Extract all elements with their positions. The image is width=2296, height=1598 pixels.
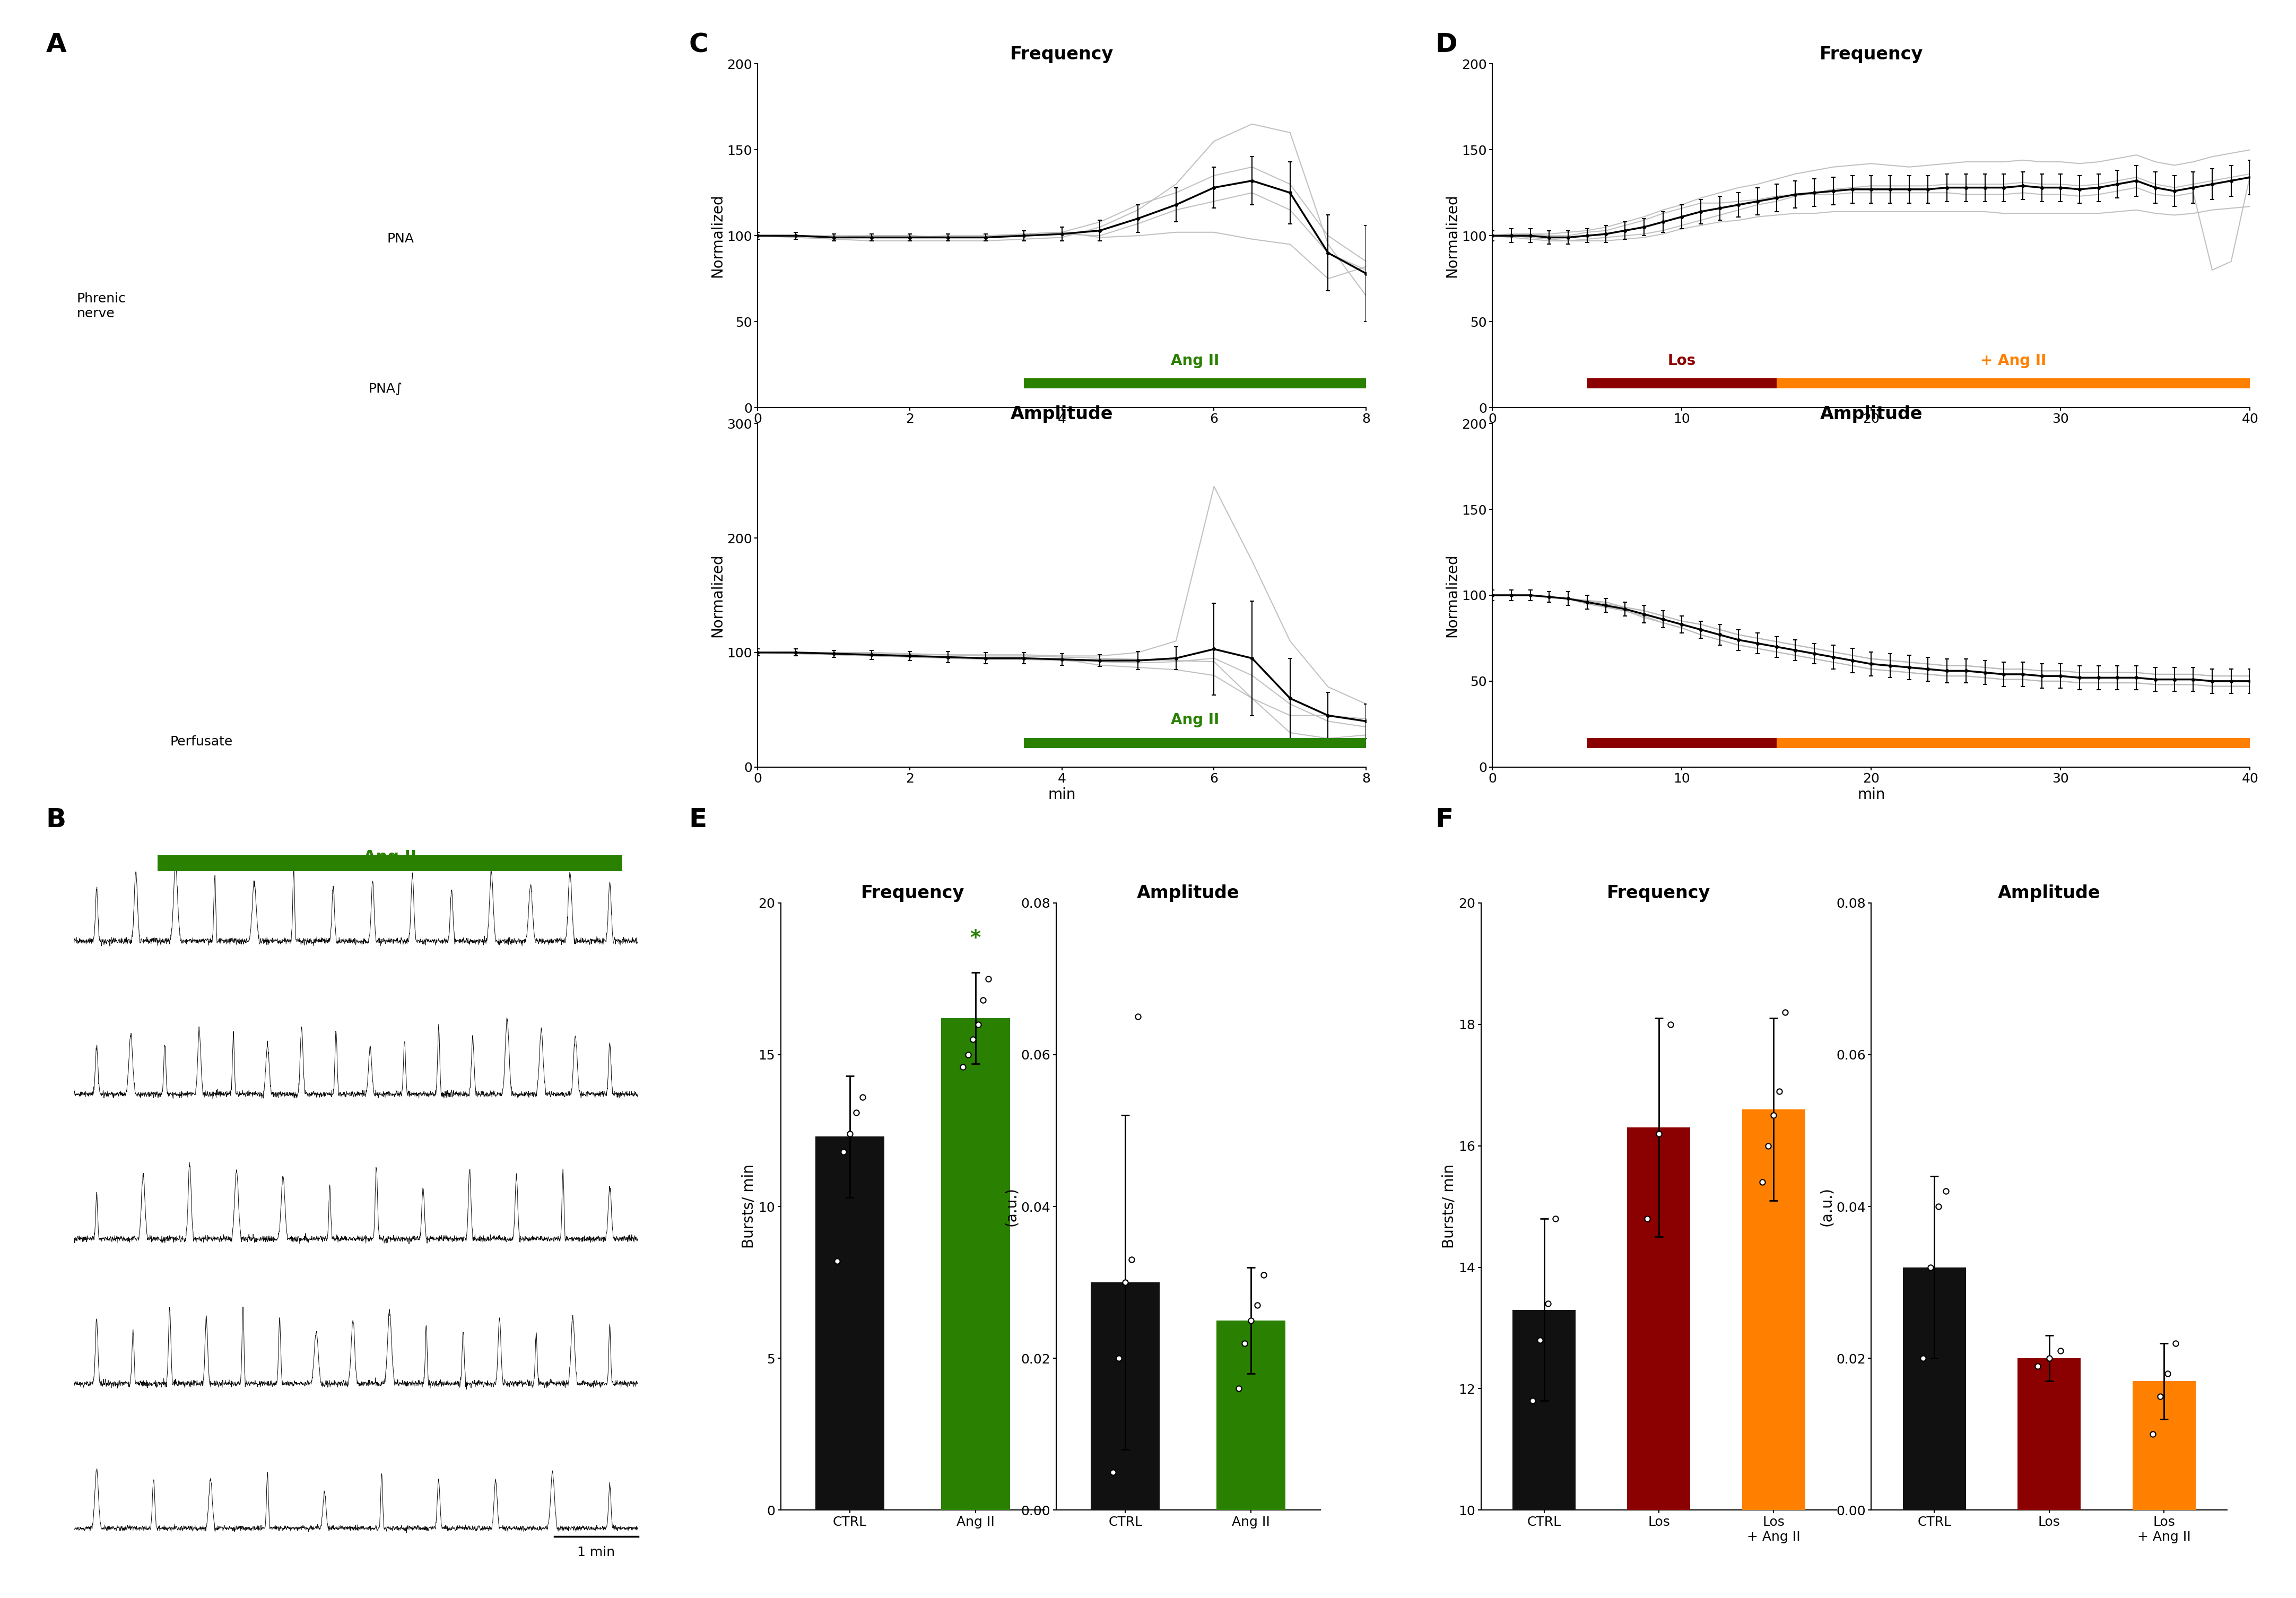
Point <box>951 1042 987 1067</box>
Title: Frequency: Frequency <box>861 885 964 903</box>
Point <box>845 1085 882 1111</box>
Bar <box>1217 1320 1286 1510</box>
Bar <box>1024 379 1366 388</box>
Text: F: F <box>1435 807 1453 833</box>
Text: Ang II: Ang II <box>363 850 416 865</box>
Point <box>1095 1459 1132 1485</box>
Bar <box>158 855 622 871</box>
Point <box>1745 1170 1782 1195</box>
Title: Amplitude: Amplitude <box>1137 885 1240 903</box>
Text: + Ang II: + Ang II <box>1981 353 2046 368</box>
Point <box>1754 1103 1791 1128</box>
Y-axis label: Normalized: Normalized <box>709 193 726 278</box>
Title: Frequency: Frequency <box>1010 46 1114 64</box>
Bar <box>1743 1109 1805 1598</box>
Point <box>1107 1269 1143 1294</box>
Text: Perfusate: Perfusate <box>170 735 232 748</box>
Bar <box>1628 1128 1690 1598</box>
Bar <box>2133 1381 2195 1510</box>
Bar <box>1091 1282 1159 1510</box>
Point <box>2142 1384 2179 1409</box>
Point <box>2041 1338 2078 1363</box>
X-axis label: min: min <box>1047 428 1077 443</box>
Bar <box>815 1136 884 1510</box>
Bar <box>1513 1310 1575 1598</box>
Y-axis label: (a.u.): (a.u.) <box>1003 1187 1019 1226</box>
Y-axis label: Normalized: Normalized <box>709 553 726 638</box>
Text: PNA∫: PNA∫ <box>367 382 402 395</box>
Point <box>1529 1291 1566 1317</box>
Point <box>2020 1354 2057 1379</box>
Bar <box>1903 1267 1965 1510</box>
Point <box>1919 1194 1956 1219</box>
Point <box>1244 1262 1281 1288</box>
Point <box>1538 1206 1575 1232</box>
Title: Amplitude: Amplitude <box>1821 406 1922 423</box>
Bar <box>1777 738 2250 748</box>
Y-axis label: Normalized: Normalized <box>1444 553 1460 638</box>
Text: 1 min: 1 min <box>576 1545 615 1558</box>
Point <box>824 1139 861 1165</box>
Title: Amplitude: Amplitude <box>1010 406 1114 423</box>
Point <box>955 1028 992 1053</box>
Point <box>1750 1133 1786 1159</box>
Text: E: E <box>689 807 707 833</box>
Y-axis label: Bursts/ min: Bursts/ min <box>1442 1165 1456 1248</box>
Bar <box>1587 738 1777 748</box>
X-axis label: min: min <box>1047 788 1077 802</box>
Text: Los: Los <box>1667 353 1697 368</box>
Point <box>820 1248 856 1274</box>
Y-axis label: Bursts/ min: Bursts/ min <box>742 1165 755 1248</box>
Point <box>2149 1361 2186 1387</box>
Bar <box>941 1018 1010 1510</box>
Point <box>1926 1179 1963 1205</box>
Bar <box>1024 738 1366 748</box>
Text: D: D <box>1435 32 1458 58</box>
Title: Frequency: Frequency <box>1607 885 1711 903</box>
Bar <box>1777 379 2250 388</box>
Point <box>1639 1120 1676 1146</box>
Y-axis label: Normalized: Normalized <box>1444 193 1460 278</box>
Point <box>2156 1330 2193 1355</box>
Point <box>1226 1330 1263 1355</box>
Point <box>1768 999 1805 1024</box>
Text: A: A <box>46 32 67 58</box>
Point <box>1515 1389 1552 1414</box>
Bar <box>2018 1358 2080 1510</box>
Point <box>1903 1346 1940 1371</box>
Point <box>1240 1293 1277 1318</box>
Title: Amplitude: Amplitude <box>1998 885 2101 903</box>
Point <box>1100 1346 1137 1371</box>
Point <box>1651 1012 1688 1037</box>
Point <box>964 988 1001 1013</box>
Bar <box>1587 379 1777 388</box>
Point <box>1761 1079 1798 1104</box>
X-axis label: min: min <box>1857 788 1885 802</box>
Point <box>1522 1328 1559 1354</box>
Point <box>1120 1004 1157 1029</box>
Point <box>1913 1254 1949 1280</box>
Point <box>1630 1206 1667 1232</box>
Point <box>831 1120 868 1146</box>
Text: *: * <box>971 928 980 948</box>
Point <box>1233 1307 1270 1333</box>
Text: PNA: PNA <box>388 232 413 244</box>
Title: Frequency: Frequency <box>1818 46 1924 64</box>
Y-axis label: (a.u.): (a.u.) <box>1818 1187 1835 1226</box>
Point <box>960 1012 996 1037</box>
Point <box>2030 1346 2066 1371</box>
Point <box>838 1099 875 1125</box>
Point <box>1219 1376 1256 1401</box>
Text: Ang II: Ang II <box>1171 713 1219 727</box>
X-axis label: min: min <box>1857 428 1885 443</box>
Text: Ang II: Ang II <box>1171 353 1219 368</box>
Point <box>2135 1422 2172 1448</box>
Text: C: C <box>689 32 707 58</box>
Point <box>1114 1246 1150 1272</box>
Point <box>969 965 1006 991</box>
Text: B: B <box>46 807 67 833</box>
Point <box>944 1055 980 1080</box>
Text: Phrenic
nerve: Phrenic nerve <box>78 292 126 320</box>
